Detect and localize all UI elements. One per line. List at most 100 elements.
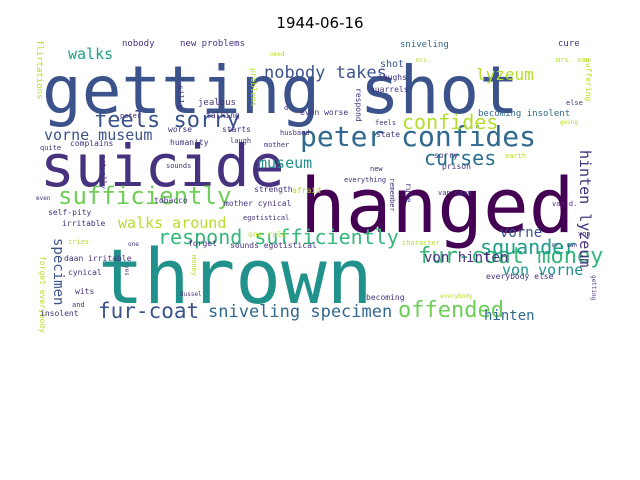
cloud-word: new	[370, 165, 383, 173]
cloud-word: curses	[424, 146, 496, 170]
cloud-word: cries	[68, 238, 89, 246]
cloud-word: mrs.	[416, 57, 430, 64]
cloud-word: van daan	[438, 189, 472, 197]
cloud-word: suicide	[40, 132, 284, 200]
cloud-word: sounds egotistical	[230, 241, 317, 250]
cloud-word: prison	[442, 162, 471, 171]
cloud-word: remember	[388, 178, 396, 212]
cloud-word: specimen	[50, 238, 66, 305]
cloud-word: everybody	[440, 293, 473, 300]
cloud-word: lyzeum	[476, 65, 534, 84]
cloud-word: everything	[344, 176, 386, 184]
chart-title: 1944-06-16	[276, 14, 364, 32]
cloud-word: worse	[168, 125, 192, 134]
cloud-word: rule	[404, 183, 413, 202]
cloud-word: need	[270, 51, 285, 58]
cloud-word: respond sufficiently	[158, 225, 399, 249]
cloud-word: starts	[222, 125, 251, 134]
cloud-word: hanged	[300, 161, 575, 250]
cloud-word: dussel	[180, 291, 202, 298]
cloud-word: sniveling specimen	[208, 302, 392, 322]
cloud-word: quarrels	[370, 85, 409, 94]
cloud-word: yes	[123, 265, 130, 276]
cloud-background	[34, 37, 602, 321]
cloud-word: forget	[188, 239, 217, 248]
cloud-word: irritable	[62, 219, 106, 228]
cloud-word: cure	[558, 39, 580, 49]
cloud-word: forget everybody	[38, 256, 47, 333]
cloud-word: mr. van	[552, 242, 578, 249]
cloud-word: egotistical	[243, 214, 289, 222]
cloud-word: wits	[75, 287, 94, 296]
cloud-word: cynical	[68, 268, 102, 277]
cloud-word: one rule	[248, 230, 287, 239]
cloud-word: new problems	[180, 39, 245, 49]
cloud-word: quite	[40, 144, 61, 152]
cloud-word: even	[36, 195, 51, 202]
cloud-word: sounds	[166, 162, 191, 170]
cloud-word: peter	[120, 112, 141, 120]
cloud-word: one	[128, 241, 139, 248]
cloud-word: earth	[505, 152, 526, 160]
cloud-word: von	[578, 230, 591, 238]
cloud-word: suffering	[584, 58, 593, 102]
cloud-word: character	[402, 239, 440, 247]
cloud-word: shot	[380, 59, 404, 70]
cloud-word: hinten	[484, 308, 535, 324]
cloud-word: husband	[280, 129, 310, 137]
cloud-word: even worse	[300, 108, 348, 117]
cloud-word: walks	[68, 45, 113, 63]
cloud-word: respond	[354, 88, 363, 122]
cloud-word: mother cynical	[224, 199, 292, 208]
cloud-word: d.	[284, 104, 292, 112]
cloud-word: going	[560, 119, 578, 126]
cloud-word: money	[190, 255, 198, 276]
cloud-word: feels sorry	[94, 108, 240, 133]
cloud-word: von hinten	[424, 250, 508, 266]
cloud-word: peter confides	[300, 120, 536, 153]
cloud-word: sufficiently	[58, 182, 231, 210]
cloud-word: laughs	[378, 73, 407, 82]
cloud-word: thrown	[98, 232, 373, 321]
cloud-word: laugh	[230, 137, 251, 145]
cloud-word: silly	[176, 85, 185, 109]
cloud-word: else	[566, 99, 583, 107]
cloud-word: offended	[398, 298, 504, 323]
cloud-word: jealous	[198, 98, 236, 108]
cloud-word: insolent	[40, 309, 79, 318]
cloud-word: everybody else	[486, 272, 554, 281]
cloud-word: problems	[249, 68, 258, 107]
cloud-word: talking	[206, 111, 240, 120]
cloud-word: confides	[402, 110, 498, 134]
cloud-word: flirtations	[34, 40, 44, 100]
cloud-word: afraid	[292, 186, 321, 195]
cloud-word: fur-coat	[98, 299, 199, 323]
cloud-word: museum	[258, 154, 312, 172]
cloud-word: van d.	[552, 200, 577, 208]
cloud-word: self-pity	[48, 208, 92, 217]
cloud-word: becoming insolent	[478, 109, 570, 119]
cloud-word: von vorne	[502, 261, 583, 279]
cloud-word: complains	[70, 139, 114, 148]
cloud-word: vorne museum	[44, 126, 152, 144]
cloud-word: actually	[99, 155, 107, 189]
cloud-word: strength	[254, 185, 293, 194]
cloud-word: state	[376, 130, 400, 139]
cloud-word: hinten lyzeum	[576, 150, 594, 267]
cloud-word: getting	[590, 275, 597, 301]
cloud-word: mother	[264, 141, 289, 149]
cloud-word: squander	[480, 235, 576, 259]
cloud-word: getting shot	[42, 52, 519, 129]
cloud-word: daan irritable	[64, 254, 132, 263]
cloud-word: humanity	[170, 138, 209, 147]
cloud-word: tobacco	[154, 196, 188, 205]
cloud-word: and	[72, 301, 85, 309]
cloud-word: fur-coat money	[418, 244, 603, 269]
cloud-word: mrs. van	[556, 56, 590, 64]
cloud-word: nobody	[122, 39, 155, 49]
cloud-word: nobody takes	[264, 63, 387, 83]
cloud-word: sorry	[434, 151, 458, 160]
cloud-word: becoming	[366, 293, 405, 302]
